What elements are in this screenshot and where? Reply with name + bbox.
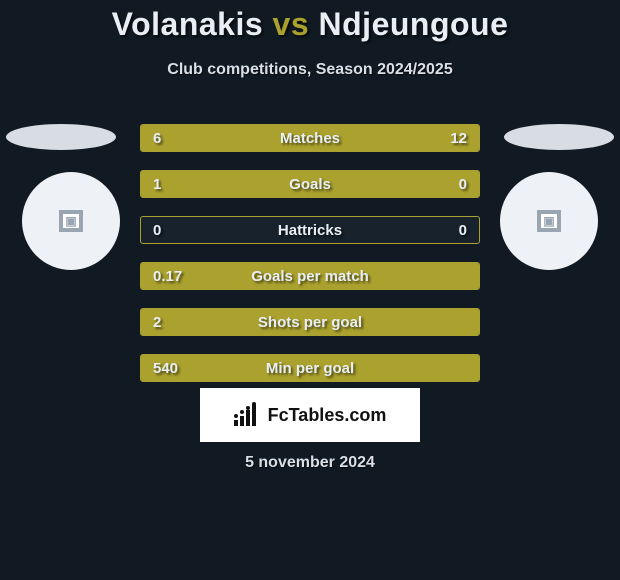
player-left-name: Volanakis [112, 6, 264, 42]
stat-label: Goals per match [141, 263, 479, 289]
stat-bar: 612Matches [140, 124, 480, 152]
decor-ellipse-left [6, 124, 116, 150]
stats-bars: 612Matches 10Goals 00Hattricks 0.17Goals pe… [140, 124, 480, 400]
brand-text: FcTables.com [268, 405, 387, 426]
stat-bar: 10Goals [140, 170, 480, 198]
stat-label: Hattricks [141, 217, 479, 243]
brand-logo-icon [234, 404, 262, 426]
stat-label: Matches [141, 125, 479, 151]
stat-label: Min per goal [141, 355, 479, 381]
title-vs: vs [273, 6, 310, 42]
stat-bar: 540Min per goal [140, 354, 480, 382]
stat-bar: 0.17Goals per match [140, 262, 480, 290]
date-label: 5 november 2024 [0, 454, 620, 472]
page-title: Volanakis vs Ndjeungoue [0, 0, 620, 43]
stat-label: Goals [141, 171, 479, 197]
stat-label: Shots per goal [141, 309, 479, 335]
subtitle: Club competitions, Season 2024/2025 [0, 61, 620, 79]
brand-badge: FcTables.com [200, 388, 420, 442]
image-placeholder-icon: ▣ [59, 210, 83, 232]
player-right-avatar: ▣ [500, 172, 598, 270]
player-left-avatar: ▣ [22, 172, 120, 270]
image-placeholder-icon: ▣ [537, 210, 561, 232]
stat-bar: 2Shots per goal [140, 308, 480, 336]
player-right-name: Ndjeungoue [319, 6, 509, 42]
decor-ellipse-right [504, 124, 614, 150]
stat-bar: 00Hattricks [140, 216, 480, 244]
